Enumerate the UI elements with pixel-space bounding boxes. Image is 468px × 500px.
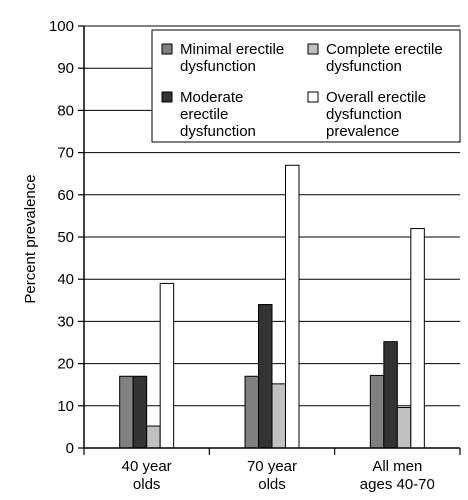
x-category-label-line: All men bbox=[372, 458, 422, 475]
x-category-label-line: olds bbox=[258, 476, 286, 493]
y-tick-label: 0 bbox=[66, 440, 74, 457]
y-axis-title: Percent prevalence bbox=[22, 174, 39, 303]
legend-entry: Moderate erectile dysfunction bbox=[161, 89, 256, 140]
legend-swatch bbox=[161, 91, 173, 103]
bar bbox=[132, 375, 148, 449]
legend-box bbox=[151, 29, 461, 143]
y-tick-label: 40 bbox=[57, 271, 74, 288]
y-tick-label: 60 bbox=[57, 187, 74, 204]
y-tick-label: 10 bbox=[57, 398, 74, 415]
x-category-label-line: 70 year bbox=[247, 458, 297, 475]
legend-entry: Overall erectile dysfunction prevalence bbox=[307, 89, 426, 140]
legend-label-line: Minimal erectile bbox=[180, 41, 284, 58]
legend-label: Complete erectile dysfunction bbox=[326, 41, 443, 75]
x-category-label-line: 40 year bbox=[122, 458, 172, 475]
y-tick-label: 90 bbox=[57, 60, 74, 77]
legend-label: Overall erectile dysfunction prevalence bbox=[326, 89, 426, 140]
legend-label-line: erectile bbox=[180, 106, 228, 123]
legend-label-line: dysfunction bbox=[180, 123, 256, 140]
legend-label-line: dysfunction bbox=[180, 58, 256, 75]
bar bbox=[119, 375, 134, 449]
y-tick-label: 70 bbox=[57, 145, 74, 162]
bar bbox=[271, 383, 286, 449]
y-tick-label: 100 bbox=[49, 18, 74, 35]
bar bbox=[146, 425, 161, 449]
legend-label: Moderate erectile dysfunction bbox=[180, 89, 256, 140]
legend-label-line: dysfunction bbox=[326, 106, 402, 123]
bar bbox=[159, 282, 175, 449]
y-axis-ticks: 0 10 20 30 40 50 60 70 80 90 100 bbox=[49, 18, 84, 457]
bar bbox=[369, 374, 385, 449]
y-tick-label: 80 bbox=[57, 102, 74, 119]
bar bbox=[396, 406, 412, 449]
legend-entry: Minimal erectile dysfunction bbox=[161, 41, 284, 75]
legend-entry: Complete erectile dysfunction bbox=[307, 41, 443, 75]
legend-label-line: Overall erectile bbox=[326, 89, 426, 106]
y-tick-label: 20 bbox=[57, 356, 74, 373]
x-category-label: 40 year olds bbox=[122, 458, 172, 493]
bar bbox=[244, 375, 259, 449]
legend-label-line: prevalence bbox=[326, 123, 399, 140]
x-category-label: All men ages 40-70 bbox=[360, 458, 435, 493]
bar bbox=[383, 341, 398, 449]
legend-swatch bbox=[307, 91, 319, 103]
y-tick-label: 30 bbox=[57, 313, 74, 330]
x-category-label: 70 year olds bbox=[247, 458, 297, 493]
legend-label-line: dysfunction bbox=[326, 58, 402, 75]
legend-swatch bbox=[161, 43, 173, 55]
bar bbox=[285, 164, 300, 449]
legend-label: Minimal erectile dysfunction bbox=[180, 41, 284, 75]
y-tick-label: 50 bbox=[57, 229, 74, 246]
legend-swatch bbox=[307, 43, 319, 55]
x-category-label-line: ages 40-70 bbox=[360, 476, 435, 493]
legend-label-line: Moderate bbox=[180, 89, 243, 106]
legend-label-line: Complete erectile bbox=[326, 41, 443, 58]
bar bbox=[410, 228, 425, 449]
bar bbox=[258, 304, 273, 449]
bars bbox=[119, 164, 425, 449]
x-category-label-line: olds bbox=[133, 476, 161, 493]
